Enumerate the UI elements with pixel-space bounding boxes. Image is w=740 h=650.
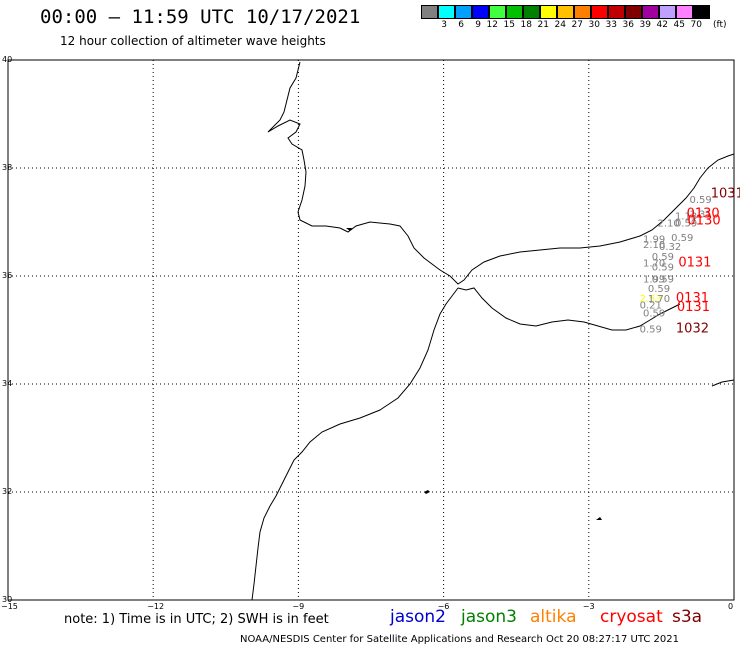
track-label: 0.59 [689, 195, 711, 206]
legend-swatch: 42 [642, 5, 668, 30]
latitude-tick: 30 [2, 595, 13, 604]
legend-swatch: 3 [421, 5, 447, 30]
track-label: 0.32 [659, 242, 681, 253]
longitude-tick: −3 [582, 602, 595, 611]
longitude-tick: −12 [147, 602, 165, 611]
latitude-tick: 38 [2, 163, 13, 172]
island-marker [346, 228, 352, 231]
longitude-tick: −9 [292, 602, 305, 611]
coastline-morocco [251, 287, 459, 601]
legend-label: 45 [673, 20, 685, 30]
satellite-name: jason3 [461, 607, 517, 627]
track-label: 1.99 [643, 274, 665, 285]
track-label: 2.53 [640, 294, 662, 305]
track-label: 0.59 [675, 218, 697, 229]
satellite-name: altika [530, 607, 577, 627]
track-label: 0.59 [652, 274, 674, 285]
legend-unit: (ft) [713, 20, 727, 30]
legend-swatch: 70 [676, 5, 702, 30]
longitude-tick: −6 [437, 602, 450, 611]
track-label: 0.21 [640, 300, 662, 311]
track-label: 1.99 [643, 235, 665, 246]
legend-swatch: 9 [455, 5, 481, 30]
track-label: 1.31 [689, 210, 711, 221]
legend-swatch: 33 [591, 5, 617, 30]
legend-label: 30 [588, 20, 600, 30]
footer-credit: NOAA/NESDIS Center for Satellite Applica… [240, 634, 679, 645]
track-label: 1031 [711, 187, 740, 202]
legend-label: 36 [622, 20, 634, 30]
satellite-name: cryosat [600, 607, 663, 627]
legend-label: 39 [639, 20, 651, 30]
track-label: 0.59 [671, 233, 693, 244]
track-label: 0130 [688, 214, 721, 229]
coastline-iberia-west [267, 61, 735, 285]
legend-label: 42 [656, 20, 668, 30]
longitude-tick: −15 [1, 602, 18, 611]
lat-lon-grid [8, 60, 734, 600]
track-label: 0131 [678, 255, 711, 270]
legend-swatch: 12 [472, 5, 498, 30]
latitude-tick: 32 [2, 487, 13, 496]
footer-note: note: 1) Time is in UTC; 2) SWH is in fe… [64, 612, 329, 627]
track-label: 0.59 [652, 252, 674, 263]
coastline-africa-east [711, 379, 735, 387]
island-marker [424, 490, 430, 494]
legend-label: 24 [554, 20, 566, 30]
coastline [251, 61, 735, 601]
legend-swatch: 45 [659, 5, 685, 30]
legend-label: 15 [503, 20, 515, 30]
track-label: 0.59 [643, 309, 665, 320]
legend-swatch: 36 [608, 5, 634, 30]
track-label: 2.10 [643, 240, 665, 251]
legend-label: 27 [571, 20, 583, 30]
legend-swatch: 30 [574, 5, 600, 30]
track-label: 1.70 [643, 258, 665, 269]
legend-swatch: 15 [489, 5, 515, 30]
track-label: 0130 [687, 207, 720, 222]
map-subtitle: 12 hour collection of altimeter wave hei… [60, 34, 326, 48]
legend-label: 70 [690, 20, 702, 30]
track-label: 0131 [677, 300, 710, 315]
track-label: 0131 [676, 291, 709, 306]
coastline-morocco-north [457, 287, 681, 331]
latitude-tick: 34 [2, 379, 13, 388]
wave-height-color-legend: 3 6 9 12 15 18 21 24 27 30 33 36 39 42 45 70 (ft) [421, 5, 727, 30]
legend-swatch [693, 5, 711, 30]
legend-swatch: 18 [506, 5, 532, 30]
legend-swatch: 39 [625, 5, 651, 30]
legend-label: 3 [441, 20, 447, 30]
latitude-tick: 40 [2, 55, 13, 64]
track-label: 0.59 [652, 263, 674, 274]
longitude-tick: 0 [728, 602, 734, 611]
map-frame [7, 59, 735, 601]
legend-label: 33 [605, 20, 617, 30]
legend-label: 6 [458, 20, 464, 30]
legend-swatch: 24 [540, 5, 566, 30]
satellite-name: s3a [672, 607, 703, 627]
track-label: 2.10 [658, 218, 680, 229]
legend-label: 21 [537, 20, 549, 30]
islands [346, 228, 602, 520]
track-label: 0.59 [648, 284, 670, 295]
latitude-tick: 36 [2, 271, 13, 280]
satellite-name: jason2 [390, 607, 446, 627]
island-marker [596, 517, 602, 520]
legend-label: 18 [520, 20, 532, 30]
legend-label: 12 [486, 20, 498, 30]
track-label: 1.13 [675, 211, 697, 222]
legend-swatch: 6 [438, 5, 464, 30]
track-label: 0.59 [640, 325, 662, 336]
altimeter-track-labels: 0.59 10311.131.3101302.100.5901300.591.99… [640, 187, 740, 337]
track-label: 1.70 [648, 294, 670, 305]
track-label: 1032 [676, 322, 709, 337]
legend-swatch: 27 [557, 5, 583, 30]
map-title: 00:00 – 11:59 UTC 10/17/2021 [40, 6, 361, 28]
legend-label: 9 [475, 20, 481, 30]
legend-swatch: 21 [523, 5, 549, 30]
